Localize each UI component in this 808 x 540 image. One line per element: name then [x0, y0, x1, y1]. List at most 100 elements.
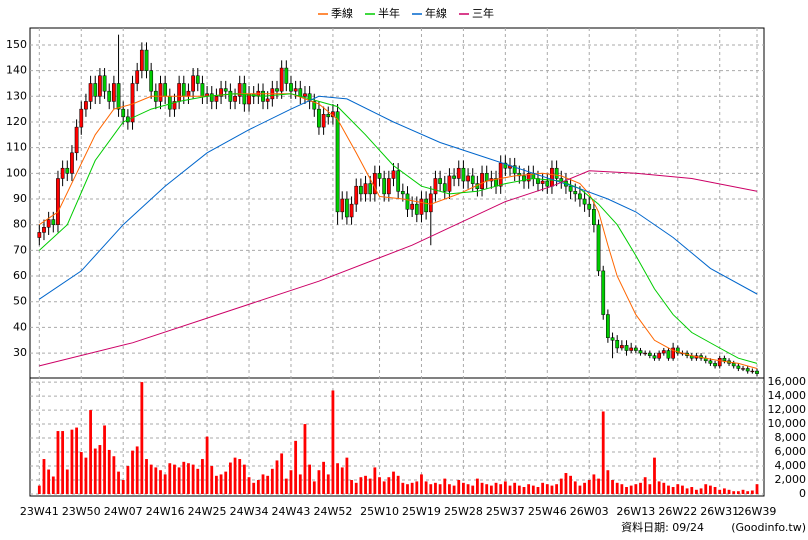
volume-bar [103, 425, 106, 494]
candle-body [42, 227, 46, 233]
candle-body [424, 198, 429, 213]
volume-bar [382, 481, 386, 494]
y2-tick-label: 8,000 [775, 431, 807, 444]
y-tick-label: 150 [6, 38, 27, 51]
y-tick-label: 50 [13, 295, 27, 308]
candle-body [647, 352, 652, 356]
candle-body [522, 175, 526, 182]
x-tick-label: 25W37 [486, 505, 525, 518]
y-tick-label: 100 [6, 166, 27, 179]
volume-bar [448, 484, 451, 494]
candle-body [65, 167, 70, 174]
volume-bar [182, 461, 186, 494]
volume-bar [685, 488, 689, 494]
volume-bar [238, 459, 242, 494]
volume-bar [531, 485, 535, 494]
candle-body [470, 175, 475, 184]
volume-bar [713, 487, 717, 494]
candle-body [484, 173, 489, 182]
volume-bar [420, 474, 423, 494]
volume-bar [625, 487, 628, 494]
volume-bar [233, 457, 237, 494]
candle-body [578, 193, 582, 200]
volume-bar [308, 464, 312, 494]
candle-body [340, 198, 345, 213]
y-tick-label: 40 [13, 320, 27, 333]
x-tick-label: 25W10 [360, 505, 399, 518]
candle-body [480, 173, 484, 189]
candle-body [363, 183, 368, 195]
volume-bar [466, 484, 470, 494]
candle-body [167, 96, 172, 110]
candle-body [223, 88, 228, 92]
volume-bar [173, 464, 176, 494]
y2-tick-label: 0 [799, 487, 806, 500]
volume-bar [326, 474, 330, 494]
volume-bar [722, 488, 726, 494]
candle-body [624, 345, 629, 351]
candle-body [498, 162, 503, 187]
candle-body [349, 203, 354, 218]
volume-bar [615, 482, 619, 494]
x-tick-label: 25W46 [528, 505, 567, 518]
candle-body [550, 167, 554, 187]
volume-bar [70, 429, 74, 494]
candle-body [643, 352, 648, 355]
volume-bar [42, 459, 46, 494]
volume-bar [653, 457, 656, 494]
volume-bar [508, 485, 512, 494]
volume-bar [396, 475, 400, 494]
candle-body [219, 88, 223, 97]
volume-bar [177, 467, 181, 494]
candle-body [741, 368, 745, 370]
volume-bar [489, 485, 493, 494]
volume-bar [317, 470, 321, 494]
candle-body [186, 90, 191, 97]
candle-body [540, 180, 545, 184]
candle-body [368, 183, 373, 195]
candle-body [419, 198, 424, 215]
volume-bar [242, 464, 246, 494]
y2-tick-label: 4,000 [775, 459, 807, 472]
volume-bar [145, 459, 148, 494]
candle-body [214, 96, 219, 102]
candle-body [619, 345, 624, 349]
volume-bar [573, 481, 577, 494]
volume-bar [331, 390, 335, 494]
volume-bar [671, 487, 675, 494]
volume-bar [89, 410, 92, 494]
x-tick-label: 26W03 [570, 505, 609, 518]
volume-bar [690, 487, 694, 494]
candle-body [321, 114, 326, 128]
volume-bar [65, 469, 69, 494]
candle-body [391, 170, 396, 179]
candle-body [396, 170, 401, 192]
volume-bar [704, 484, 708, 494]
candle-body [554, 167, 559, 179]
volume-bar [401, 482, 405, 494]
candle-body [601, 270, 606, 315]
volume-bar [429, 484, 433, 494]
volume-bar [564, 473, 568, 494]
volume-bar [168, 463, 172, 494]
volume-bar [75, 427, 79, 494]
candle-body [359, 185, 363, 195]
volume-bar [56, 431, 60, 494]
x-tick-label: 24W52 [313, 505, 352, 518]
volume-bar [378, 477, 381, 494]
volume-bar [364, 475, 367, 494]
volume-bar [718, 489, 722, 494]
volume-bar [709, 485, 712, 494]
candle-body [237, 83, 242, 97]
volume-bar [634, 484, 638, 494]
candle-body [568, 185, 573, 192]
volume-bar [536, 487, 540, 494]
candle-body [592, 209, 596, 225]
volume-bar [191, 464, 195, 494]
candle-body [652, 355, 657, 359]
volume-bar [312, 481, 316, 494]
candle-body [163, 83, 168, 97]
candle-body [675, 347, 680, 354]
volume-bar [601, 411, 605, 494]
